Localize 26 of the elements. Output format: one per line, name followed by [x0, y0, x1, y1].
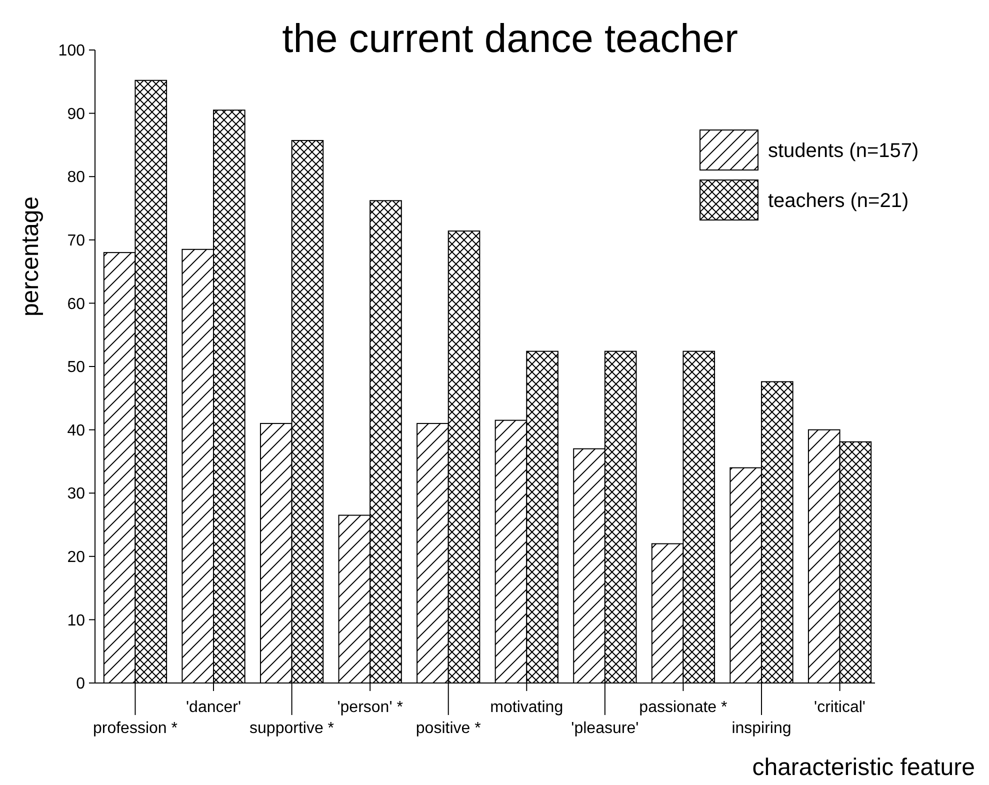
y-tick-label: 30	[67, 486, 86, 503]
y-tick-label: 0	[76, 676, 86, 693]
x-axis-title: characteristic feature	[752, 754, 975, 781]
x-tick-label: motivating	[490, 699, 564, 716]
y-tick-label: 90	[67, 106, 86, 123]
legend-label: teachers (n=21)	[768, 190, 909, 212]
y-tick-label: 10	[67, 612, 86, 630]
x-tick-label: passionate *	[639, 699, 728, 716]
y-tick-label: 50	[67, 359, 86, 376]
y-tick-label: 100	[58, 42, 86, 60]
x-tick-label: positive *	[416, 720, 481, 737]
x-tick-label: profession *	[92, 720, 178, 737]
x-tick-label: 'critical'	[814, 699, 866, 716]
y-tick-label: 70	[67, 232, 86, 250]
x-tick-label: 'pleasure'	[571, 720, 639, 737]
y-tick-label: 20	[67, 549, 86, 566]
chart-title: the current dance teacher	[282, 17, 738, 61]
y-axis-title: percentage	[17, 196, 44, 317]
x-tick-label: 'person' *	[337, 699, 403, 716]
x-tick-label: 'dancer'	[186, 699, 242, 716]
x-tick-label: inspiring	[732, 720, 792, 737]
y-tick-label: 80	[67, 169, 86, 186]
x-tick-label: supportive *	[250, 720, 334, 737]
y-tick-label: 60	[67, 296, 86, 313]
legend-label: students (n=157)	[768, 140, 919, 162]
y-tick-label: 40	[67, 422, 86, 440]
